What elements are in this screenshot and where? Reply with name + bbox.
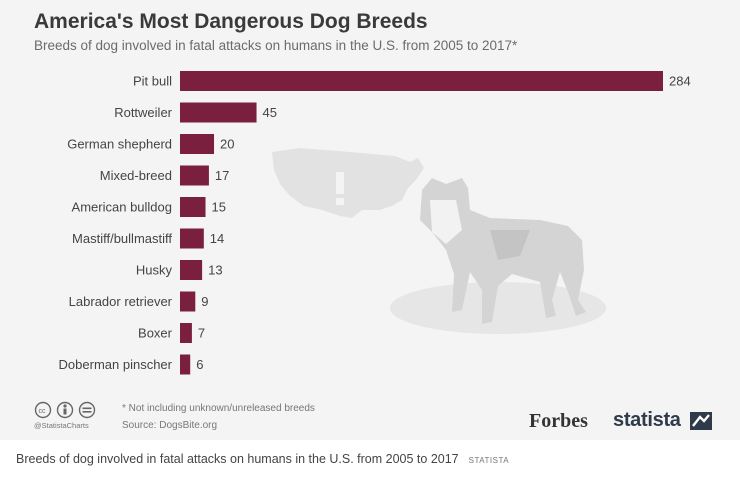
bar-husky: [180, 260, 203, 280]
category-label-rottweiler: Rottweiler: [114, 105, 172, 120]
value-label-german-shepherd: 20: [220, 137, 234, 152]
category-label-labrador-retriever: Labrador retriever: [69, 294, 173, 309]
value-label-boxer: 7: [198, 326, 205, 341]
statista-mark-icon: [690, 412, 712, 430]
dog-illustration: [390, 178, 606, 334]
category-label-mastiff-bullmastiff: Mastiff/bullmastiff: [72, 231, 172, 246]
forbes-logo: Forbes: [529, 410, 588, 432]
bar-labrador-retriever: [180, 291, 196, 312]
bar-rottweiler: [180, 102, 257, 123]
bar-mastiff-bullmastiff: [180, 228, 204, 249]
chart-card: America's Most Dangerous Dog Breeds Bree…: [0, 0, 740, 440]
bar-german-shepherd: [180, 134, 215, 154]
bar-boxer: [180, 323, 192, 343]
category-label-pit-bull: Pit bull: [133, 74, 172, 89]
chart-subtitle: Breeds of dog involved in fatal attacks …: [34, 38, 518, 53]
bar-mixed-breed: [180, 165, 209, 186]
nd-icon: [78, 401, 96, 419]
value-label-american-bulldog: 15: [212, 200, 226, 215]
bar-doberman-pinscher: [180, 354, 191, 375]
statista-handle: @StatistaCharts: [34, 421, 89, 430]
svg-text:cc: cc: [39, 408, 47, 415]
creative-commons-icons: cc: [34, 401, 96, 419]
bar-pit-bull: [180, 71, 663, 91]
category-label-boxer: Boxer: [138, 326, 173, 341]
by-icon: [56, 401, 74, 419]
category-label-doberman-pinscher: Doberman pinscher: [59, 357, 173, 372]
value-label-pit-bull: 284: [669, 74, 691, 89]
cc-icon: [34, 401, 52, 419]
value-label-mastiff-bullmastiff: 14: [210, 231, 224, 246]
category-label-american-bulldog: American bulldog: [72, 200, 172, 215]
value-label-doberman-pinscher: 6: [196, 357, 203, 372]
source-text: Source: DogsBite.org: [122, 420, 218, 431]
footnote: * Not including unknown/unreleased breed…: [122, 403, 315, 414]
us-map-illustration: [272, 148, 424, 218]
chart-title: America's Most Dangerous Dog Breeds: [34, 10, 428, 33]
statista-logo: statista: [613, 409, 681, 431]
caption-brand: STATISTA: [468, 456, 510, 465]
bar-chart: Pit bull 284 Rottweiler 45 German shepherd 20…: [59, 71, 691, 375]
value-label-mixed-breed: 17: [215, 168, 229, 183]
caption-text: Breeds of dog involved in fatal attacks …: [16, 452, 459, 466]
bars-group: Pit bull 284 Rottweiler 45 German shepherd 20…: [59, 71, 691, 375]
category-label-husky: Husky: [136, 263, 173, 278]
value-label-husky: 13: [208, 263, 222, 278]
category-label-german-shepherd: German shepherd: [67, 137, 172, 152]
value-label-rottweiler: 45: [263, 105, 277, 120]
bar-american-bulldog: [180, 197, 206, 217]
image-caption: Breeds of dog involved in fatal attacks …: [16, 452, 509, 466]
category-label-mixed-breed: Mixed-breed: [100, 168, 172, 183]
value-label-labrador-retriever: 9: [201, 294, 208, 309]
